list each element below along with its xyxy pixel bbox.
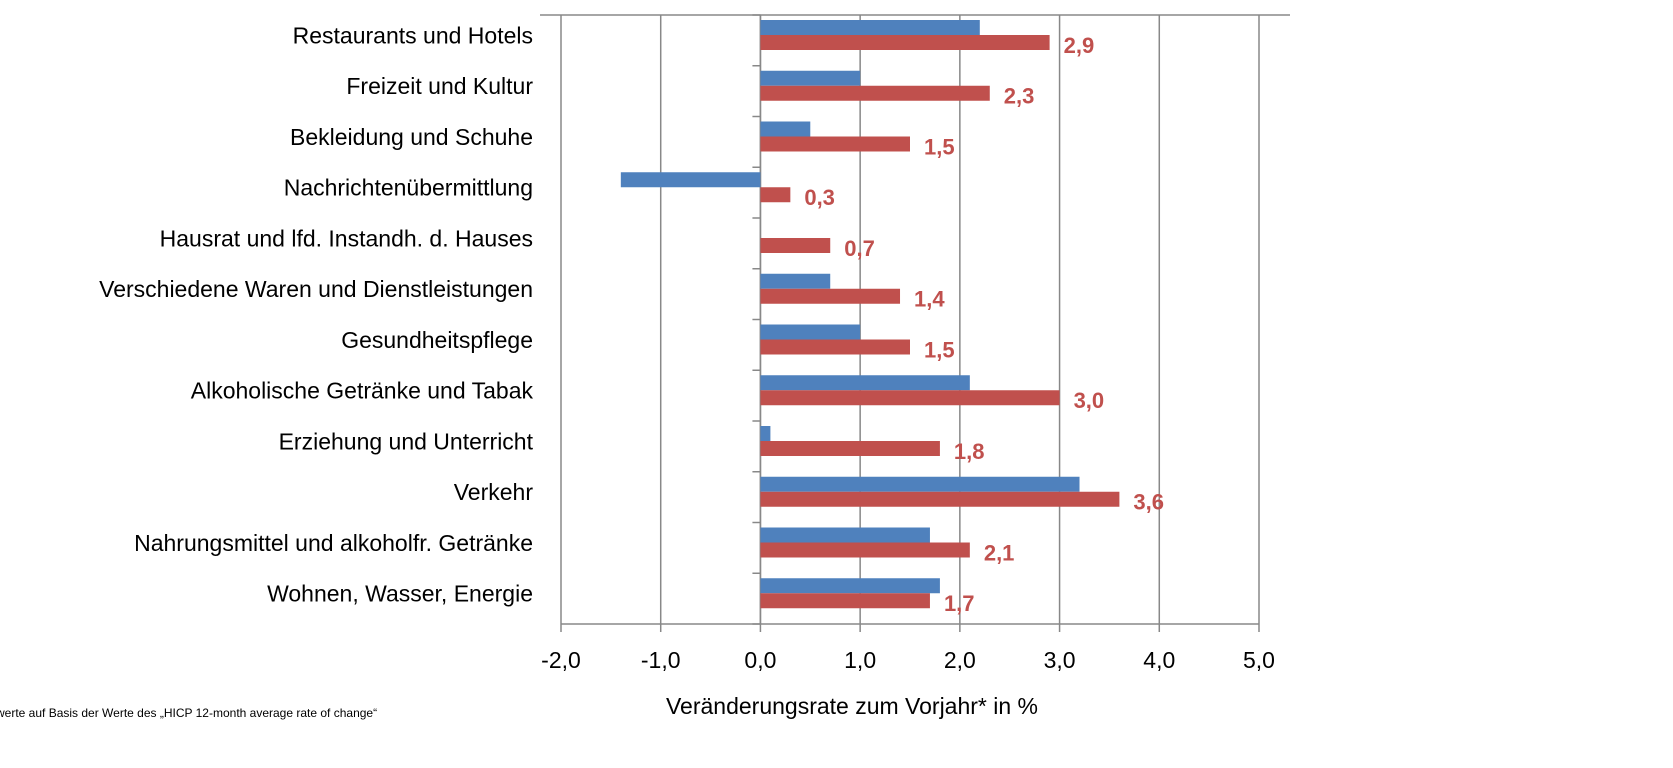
x-tick-label: -1,0 bbox=[641, 647, 681, 673]
x-tick-label: 3,0 bbox=[1044, 647, 1076, 673]
x-tick-label: 4,0 bbox=[1143, 647, 1175, 673]
y-tick-label: Verschiedene Waren und Dienstleistungen bbox=[99, 276, 533, 302]
y-tick-label: Alkoholische Getränke und Tabak bbox=[191, 378, 534, 404]
y-tick-label: Wohnen, Wasser, Energie bbox=[267, 581, 533, 607]
bar bbox=[760, 390, 1060, 406]
bar bbox=[760, 20, 980, 35]
y-tick-label: Bekleidung und Schuhe bbox=[290, 124, 533, 150]
y-tick-label: Erziehung und Unterricht bbox=[279, 428, 534, 454]
bar bbox=[760, 121, 811, 137]
bar bbox=[760, 476, 1080, 492]
y-tick-label: Nahrungsmittel und alkoholfr. Getränke bbox=[134, 530, 533, 556]
data-label: 1,5 bbox=[924, 337, 955, 362]
bar bbox=[620, 172, 761, 188]
bar bbox=[760, 527, 930, 543]
data-label: 1,5 bbox=[924, 134, 955, 159]
data-label: 3,6 bbox=[1133, 490, 1164, 515]
bar bbox=[760, 238, 831, 253]
data-label: 2,1 bbox=[984, 540, 1015, 565]
bar bbox=[760, 593, 930, 609]
data-label: 3,0 bbox=[1074, 388, 1105, 413]
bar bbox=[760, 324, 861, 340]
data-label: 0,7 bbox=[844, 236, 875, 261]
footnote: werte auf Basis der Werte des „HICP 12-m… bbox=[0, 706, 377, 720]
data-label: 2,9 bbox=[1064, 33, 1095, 58]
y-tick-label: Freizeit und Kultur bbox=[346, 73, 533, 99]
data-label: 0,3 bbox=[804, 185, 835, 210]
data-label: 2,3 bbox=[1004, 84, 1035, 109]
bar bbox=[760, 288, 901, 304]
x-tick-label: 0,0 bbox=[744, 647, 776, 673]
bar bbox=[760, 375, 970, 391]
x-axis-label: Veränderungsrate zum Vorjahr* in % bbox=[666, 693, 1038, 719]
bar bbox=[760, 70, 861, 86]
data-label: 1,8 bbox=[954, 439, 985, 464]
bar bbox=[760, 578, 940, 594]
bar bbox=[760, 339, 910, 355]
y-tick-label: Verkehr bbox=[454, 479, 534, 505]
bar bbox=[760, 85, 990, 101]
x-tick-label: 2,0 bbox=[944, 647, 976, 673]
x-tick-label: 1,0 bbox=[844, 647, 876, 673]
y-tick-label: Hausrat und lfd. Instandh. d. Hauses bbox=[160, 225, 533, 251]
x-tick-label: -2,0 bbox=[541, 647, 581, 673]
y-tick-label: Nachrichtenübermittlung bbox=[284, 175, 533, 201]
bar bbox=[760, 35, 1050, 50]
bar bbox=[760, 273, 831, 289]
data-label: 1,4 bbox=[914, 287, 945, 312]
y-tick-label: Gesundheitspflege bbox=[341, 327, 533, 353]
bar bbox=[760, 441, 940, 456]
bar bbox=[760, 491, 1120, 507]
bar bbox=[760, 542, 970, 558]
x-tick-label: 5,0 bbox=[1243, 647, 1275, 673]
bar bbox=[760, 187, 791, 203]
data-label: 1,7 bbox=[944, 591, 975, 616]
y-tick-label: Restaurants und Hotels bbox=[293, 22, 533, 48]
bar bbox=[760, 426, 771, 441]
bar bbox=[760, 136, 910, 152]
